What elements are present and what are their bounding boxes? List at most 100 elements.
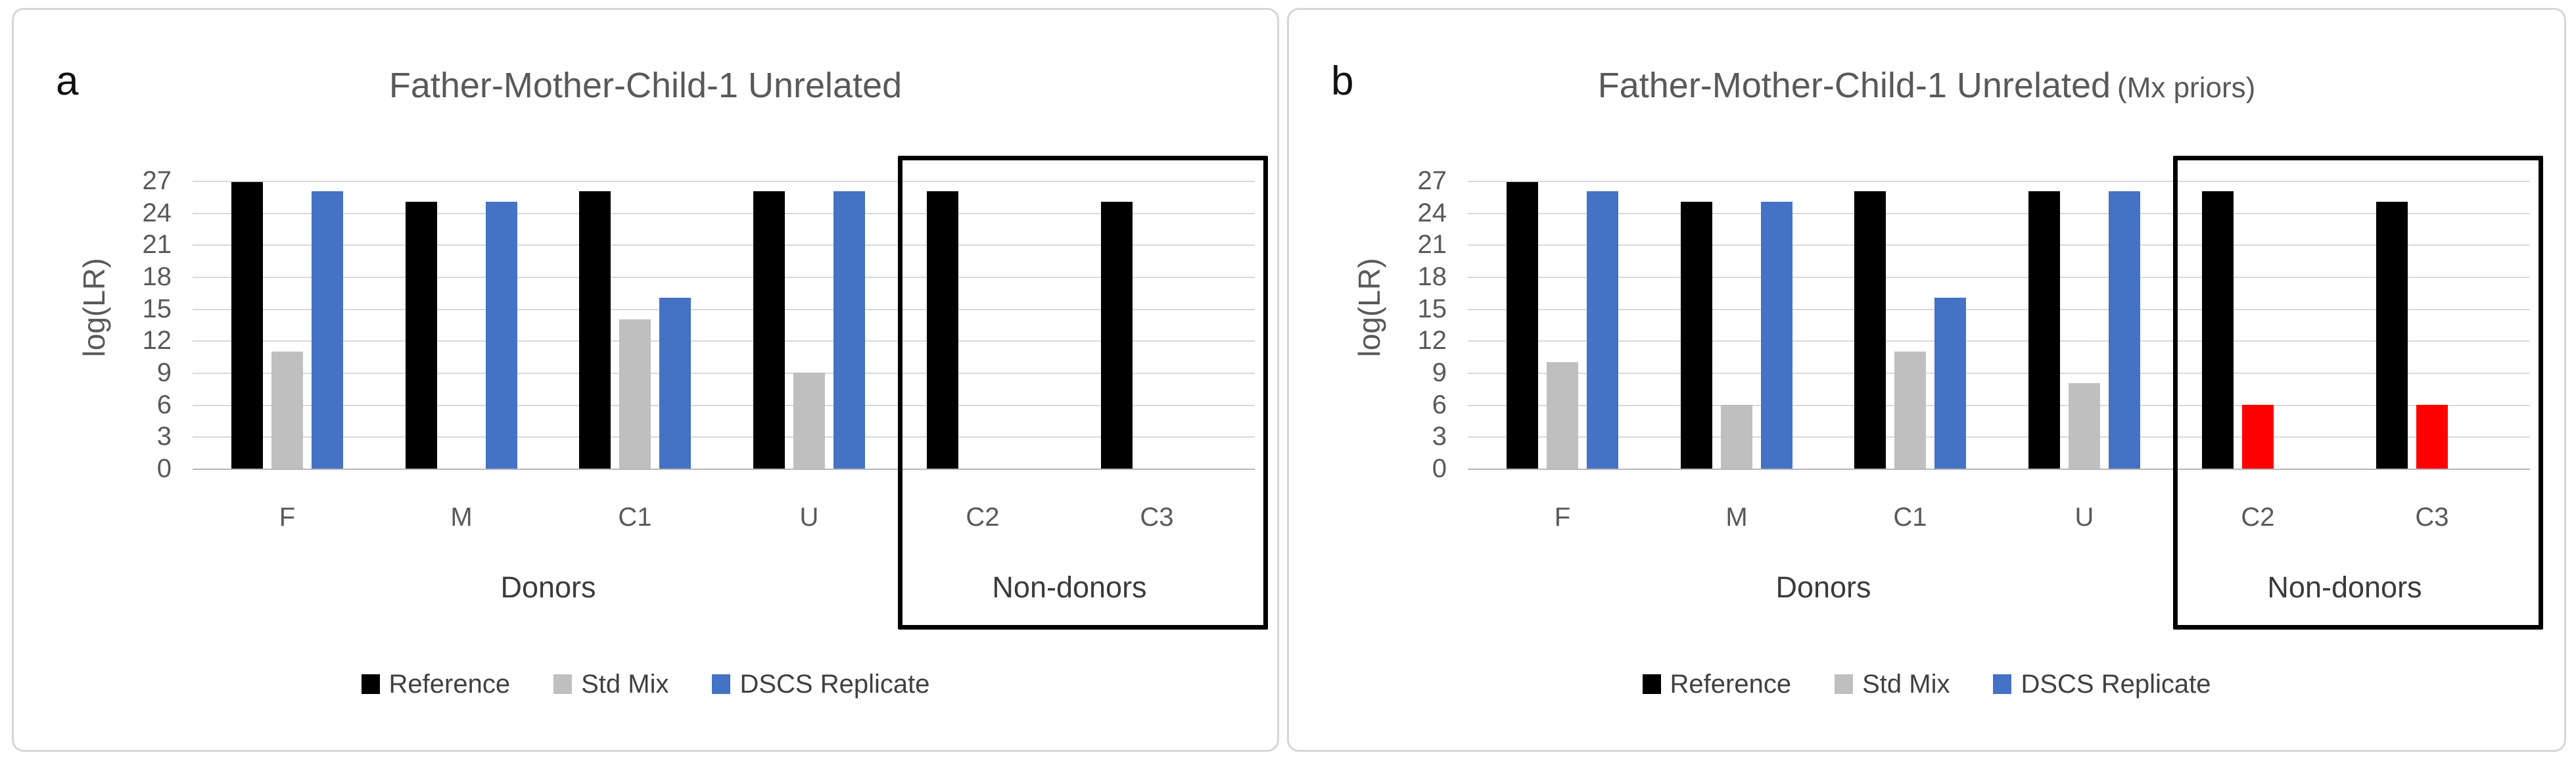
panel-b-title-main: Father-Mother-Child-1 Unrelated [1597, 66, 2111, 105]
y-tick-label-6: 6 [156, 390, 172, 419]
panel-a-nondonors-box [898, 156, 1268, 630]
y-tick-label-27: 27 [1417, 166, 1447, 195]
gridline-y-3 [1468, 436, 2530, 438]
panel-a-title: Father-Mother-Child-1 Unrelated [14, 65, 1277, 106]
gridline-y-24 [193, 213, 1255, 214]
bar-reference-f [231, 182, 263, 469]
x-tick-label-u: U [799, 503, 819, 532]
bar-std-mix-c1 [619, 319, 651, 469]
bar-dscs-replicate-m [1761, 202, 1792, 469]
gridline-y-21 [1468, 244, 2530, 246]
gridline-y-0 [1468, 469, 2530, 470]
legend-label: DSCS Replicate [2021, 670, 2211, 699]
panel-b-title-suffix: (Mx priors) [2117, 72, 2256, 104]
bar-reference-m [406, 202, 437, 469]
y-tick-label-18: 18 [142, 262, 172, 291]
x-tick-label-f: F [279, 503, 296, 532]
bar-reference-m [1681, 202, 1712, 469]
gridline-y-3 [193, 436, 1255, 438]
y-tick-label-27: 27 [142, 166, 172, 195]
legend-label: Reference [1670, 670, 1792, 699]
bar-dscs-replicate-u [833, 191, 865, 469]
x-tick-label-c3: C3 [2415, 503, 2449, 532]
bar-reference-f [1507, 182, 1538, 469]
legend-label: Std Mix [581, 670, 669, 699]
gridline-y-24 [1468, 213, 2530, 214]
x-tick-label-c2: C2 [2241, 503, 2275, 532]
y-tick-label-24: 24 [142, 198, 172, 227]
bar-reference-c1 [579, 191, 611, 469]
gridline-y-27 [193, 181, 1255, 182]
bar-reference-u [753, 191, 785, 469]
panel-a-donors-label: Donors [500, 570, 596, 604]
bar-reference-c1 [1854, 191, 1886, 469]
y-tick-label-0: 0 [1432, 454, 1447, 483]
y-tick-label-21: 21 [142, 230, 172, 259]
legend-swatch-icon [1642, 674, 1661, 694]
panel-a-plot-area [193, 181, 1255, 470]
panel-b-nondonors-label: Non-donors [2267, 570, 2422, 604]
y-tick-label-12: 12 [1417, 326, 1447, 355]
panel-b: b Father-Mother-Child-1 Unrelated (Mx pri… [1287, 8, 2566, 752]
x-tick-label-u: U [2074, 503, 2094, 532]
legend-item-dscs-replicate: DSCS Replicate [1993, 671, 2211, 697]
bar-reference-c3 [2376, 202, 2408, 469]
y-tick-label-24: 24 [1417, 198, 1447, 227]
y-tick-label-9: 9 [156, 358, 172, 387]
panel-b-legend: Reference Std Mix DSCS Replicate [1289, 671, 2564, 697]
y-tick-label-15: 15 [1417, 294, 1447, 323]
x-tick-label-c1: C1 [1893, 503, 1927, 532]
bar-std-mix-f [1547, 362, 1578, 469]
x-tick-label-c3: C3 [1140, 503, 1174, 532]
gridline-y-15 [193, 309, 1255, 310]
gridline-y-9 [1468, 373, 2530, 374]
legend-label: Std Mix [1862, 670, 1950, 699]
bar-std-mix-c3 [2416, 405, 2448, 469]
panel-b-letter: b [1331, 58, 1354, 104]
gridline-y-18 [1468, 277, 2530, 278]
x-tick-label-m: M [1725, 503, 1748, 532]
x-tick-label-m: M [450, 503, 473, 532]
gridline-y-27 [1468, 181, 2530, 182]
panel-b-plot-area [1468, 181, 2530, 470]
panel-b-title: Father-Mother-Child-1 Unrelated (Mx prior… [1289, 65, 2564, 106]
gridline-y-6 [1468, 405, 2530, 406]
legend-item-std-mix: Std Mix [553, 671, 668, 697]
legend-swatch-icon [1835, 674, 1854, 694]
legend-item-reference: Reference [1642, 670, 1792, 699]
panel-a-title-main: Father-Mother-Child-1 Unrelated [388, 66, 902, 105]
legend-swatch-icon [361, 674, 380, 694]
panel-a-letter: a [56, 58, 79, 104]
panel-a: a Father-Mother-Child-1 Unrelated log(LR… [12, 8, 1279, 752]
y-tick-label-0: 0 [156, 454, 172, 483]
bar-dscs-replicate-u [2109, 191, 2140, 469]
legend-item-std-mix: Std Mix [1835, 671, 1950, 697]
y-tick-label-6: 6 [1432, 390, 1447, 419]
bar-std-mix-f [271, 352, 303, 469]
gridline-y-18 [193, 277, 1255, 278]
gridline-y-9 [193, 373, 1255, 374]
legend-swatch-icon [1993, 674, 2012, 694]
y-tick-label-9: 9 [1432, 358, 1447, 387]
y-tick-label-21: 21 [1417, 230, 1447, 259]
bar-dscs-replicate-f [1587, 191, 1618, 469]
y-tick-label-12: 12 [142, 326, 172, 355]
panel-a-nondonors-label: Non-donors [992, 570, 1147, 604]
bar-std-mix-c2 [2242, 405, 2274, 469]
bar-dscs-replicate-m [486, 202, 517, 469]
legend-swatch-icon [553, 674, 573, 694]
gridline-y-12 [1468, 340, 2530, 342]
gridline-y-15 [1468, 309, 2530, 310]
bar-reference-c2 [927, 191, 958, 469]
legend-item-reference: Reference [361, 671, 510, 697]
bar-std-mix-m [1721, 405, 1752, 469]
y-tick-label-3: 3 [156, 422, 172, 451]
panel-b-donors-label: Donors [1775, 570, 1871, 604]
x-tick-label-c1: C1 [618, 503, 652, 532]
bar-reference-c2 [2202, 191, 2234, 469]
bar-reference-c3 [1101, 202, 1133, 469]
bar-dscs-replicate-c1 [1934, 298, 1966, 469]
bar-std-mix-c1 [1894, 352, 1926, 469]
legend-swatch-icon [712, 674, 731, 694]
